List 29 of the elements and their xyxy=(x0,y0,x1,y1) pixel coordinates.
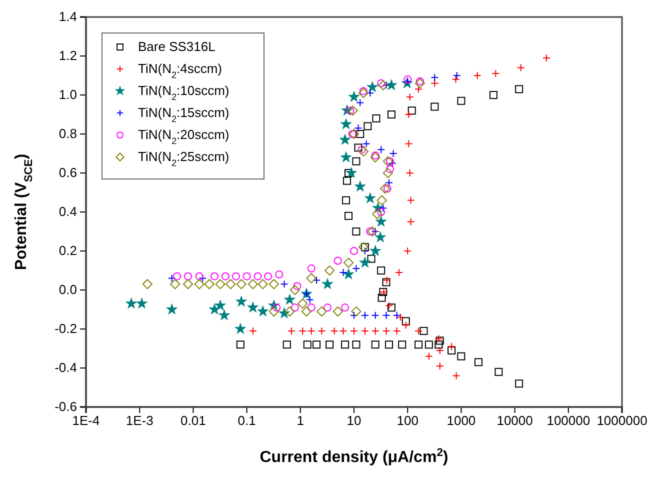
y-tick-label: 0.4 xyxy=(58,204,77,220)
x-tick-label: 1000 xyxy=(446,413,476,428)
x-tick-label: 100000 xyxy=(546,413,590,428)
y-tick-label: 1.0 xyxy=(58,87,77,102)
x-tick-label: 1000000 xyxy=(596,413,648,428)
x-tick-label: 0.1 xyxy=(238,413,256,428)
y-tick-label: -0.6 xyxy=(54,399,77,414)
y-tick-label: 1.4 xyxy=(58,9,77,24)
x-tick-label: 0.01 xyxy=(180,413,206,428)
legend-label: TiN(N$_{2}$:4sccm) xyxy=(138,61,222,80)
legend-label: Bare SS316L xyxy=(138,39,216,54)
y-tick-label: 0.0 xyxy=(58,282,77,298)
x-tick-label: 1 xyxy=(296,413,304,428)
x-tick-label: 10000 xyxy=(496,413,533,428)
y-tick-label: -0.2 xyxy=(54,321,77,336)
x-tick-label: 1E-3 xyxy=(126,413,154,428)
x-tick-label: 10 xyxy=(346,413,362,428)
y-tick-label: 0.6 xyxy=(58,165,77,180)
x-tick-label: 1E-4 xyxy=(72,413,100,428)
y-tick-label: 1.2 xyxy=(58,48,77,64)
legend-label: TiN(N$_{2}$:15sccm) xyxy=(138,105,230,124)
y-tick-label: 0.8 xyxy=(58,126,77,142)
legend-label: TiN(N$_{2}$:10sccm) xyxy=(138,83,230,102)
y-tick-label: -0.4 xyxy=(54,360,77,376)
y-tick-label: 0.2 xyxy=(58,243,77,258)
x-tick-label: 100 xyxy=(396,413,418,428)
legend-label: TiN(N$_{2}$:25sccm) xyxy=(138,149,230,168)
legend-label: TiN(N$_{2}$:20sccm) xyxy=(138,127,230,146)
x-axis-title: Current density (μA/cm$^{2}$) xyxy=(260,447,448,466)
